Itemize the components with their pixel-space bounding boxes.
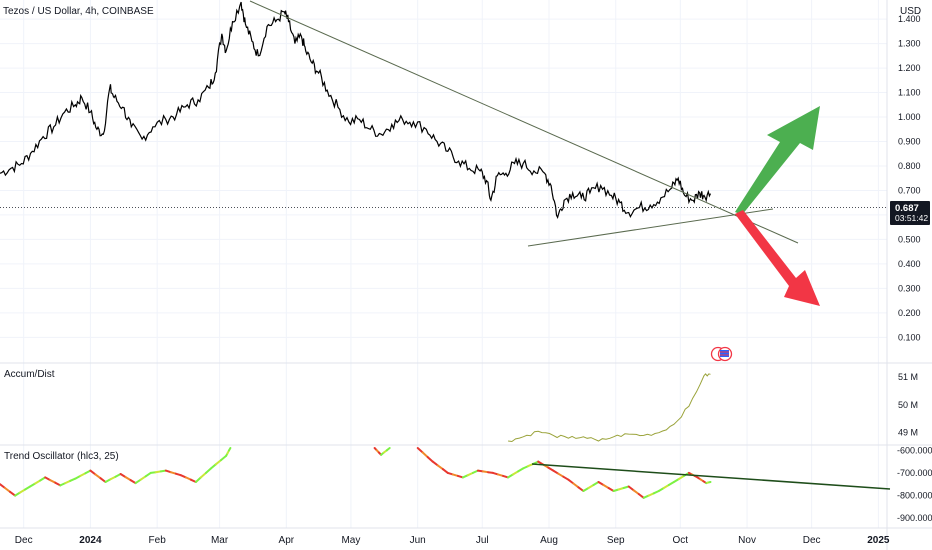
oscillator-trendline xyxy=(531,463,891,490)
x-tick-label: Jun xyxy=(410,535,426,546)
oscillator-segment xyxy=(89,469,97,476)
oscillator-segment xyxy=(416,447,424,454)
y-tick-label: 0.200 xyxy=(898,308,921,318)
oscillator-segment xyxy=(567,478,575,485)
x-tick-label: Aug xyxy=(540,535,558,546)
flag-icon xyxy=(720,350,729,357)
price-axis[interactable]: USD 1.400 1.300 1.200 1.100 1.000 0.900 0.800 0… xyxy=(897,6,932,523)
oscillator-segment xyxy=(577,486,585,492)
price-badge: 0.687 03:51:42 xyxy=(890,201,930,225)
x-tick-label: Dec xyxy=(803,535,821,546)
oscillator-segment xyxy=(9,490,17,497)
oscillator-segment xyxy=(441,468,449,474)
grid xyxy=(0,0,887,528)
price-badge-countdown: 03:51:42 xyxy=(895,213,928,223)
y-tick-label: -600.000 xyxy=(897,445,932,455)
oscillator-segment xyxy=(426,456,434,463)
oscillator-segment xyxy=(144,471,152,478)
x-tick-label: Jul xyxy=(476,535,489,546)
oscillator-segment xyxy=(637,493,645,499)
accum-dist-title: Accum/Dist xyxy=(4,369,55,380)
price-panel: Tezos / US Dollar, 4h, COINBASE xyxy=(0,0,886,362)
bearish-arrow xyxy=(735,210,820,306)
x-tick-label: Mar xyxy=(211,535,229,546)
price-badge-value: 0.687 xyxy=(895,203,919,214)
oscillator-segment xyxy=(215,459,222,466)
y-tick-label: 0.900 xyxy=(898,137,921,147)
oscillator-segment xyxy=(194,476,202,483)
y-tick-label: 1.300 xyxy=(898,39,921,49)
oscillator-segment xyxy=(139,475,147,481)
y-tick-label: -900.000 xyxy=(897,513,932,523)
x-tick-label: May xyxy=(341,535,360,546)
chart-title: Tezos / US Dollar, 4h, COINBASE xyxy=(3,6,154,17)
oscillator-segment xyxy=(94,473,102,480)
oscillator-segment xyxy=(421,451,429,459)
y-tick-label: 1.400 xyxy=(898,14,921,24)
oscillator-segment xyxy=(572,482,580,489)
oscillator-segment xyxy=(134,478,142,485)
x-tick-label: Oct xyxy=(673,535,689,546)
accum-dist-panel: Accum/Dist xyxy=(4,369,711,443)
y-tick-label: 0.300 xyxy=(898,283,921,293)
y-tick-label: 0.100 xyxy=(898,332,921,342)
bullish-arrow xyxy=(735,106,820,215)
trend-oscillator-panel: Trend Oscillator (hlc3, 25) xyxy=(0,447,891,499)
event-markers[interactable] xyxy=(710,346,733,362)
oscillator-segment xyxy=(4,487,11,493)
price-series-line xyxy=(0,1,712,220)
oscillator-segment xyxy=(210,463,217,470)
x-tick-label: Feb xyxy=(149,535,167,546)
support-trendline xyxy=(527,208,774,247)
x-tick-label: Dec xyxy=(15,535,33,546)
y-tick-label: 50 M xyxy=(898,400,918,410)
y-tick-label: 0.500 xyxy=(898,234,921,244)
x-tick-label: Nov xyxy=(738,535,756,546)
y-tick-label: 0.700 xyxy=(898,185,921,195)
oscillator-segment xyxy=(205,467,212,474)
time-axis[interactable]: Dec 2024 Feb Mar Apr May Jun Jul Aug Sep Oct Nov Dec… xyxy=(15,535,890,546)
y-tick-label: 1.100 xyxy=(898,88,921,98)
y-tick-label: -800.000 xyxy=(897,491,932,501)
oscillator-segment xyxy=(436,464,444,471)
oscillator-segment xyxy=(220,454,228,462)
x-tick-label: 2024 xyxy=(79,535,102,546)
currency-label: USD xyxy=(900,6,921,17)
oscillator-segment xyxy=(0,483,6,489)
y-tick-label: 1.200 xyxy=(898,63,921,73)
y-tick-label: 49 M xyxy=(898,428,918,438)
x-tick-label: 2025 xyxy=(867,535,890,546)
y-tick-label: 0.800 xyxy=(898,161,921,171)
oscillator-segment xyxy=(227,447,232,452)
oscillator-segment xyxy=(99,477,107,483)
resistance-trendline xyxy=(249,0,799,244)
accum-dist-line xyxy=(508,373,711,443)
oscillator-segment xyxy=(199,471,207,479)
y-tick-label: -700.000 xyxy=(897,468,932,478)
y-tick-label: 51 M xyxy=(898,372,918,382)
y-tick-label: 0.400 xyxy=(898,259,921,269)
y-tick-label: 1.000 xyxy=(898,112,921,122)
oscillator-title: Trend Oscillator (hlc3, 25) xyxy=(4,451,119,462)
x-tick-label: Apr xyxy=(279,535,295,546)
oscillator-segment xyxy=(431,460,439,467)
oscillator-segment xyxy=(385,447,391,452)
oscillator-segment xyxy=(627,485,635,492)
x-tick-label: Sep xyxy=(607,535,625,546)
oscillator-segment xyxy=(632,489,640,495)
